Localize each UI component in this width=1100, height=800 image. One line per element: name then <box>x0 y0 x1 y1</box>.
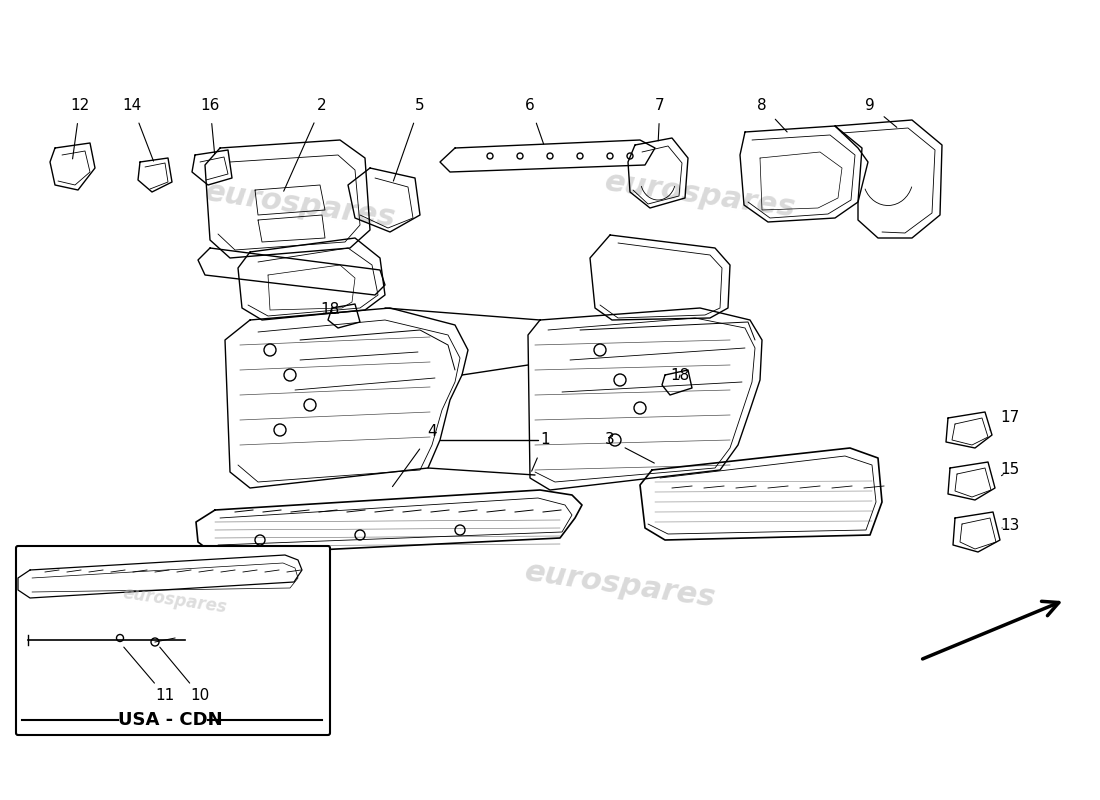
Text: 18: 18 <box>670 367 690 382</box>
Text: 14: 14 <box>122 98 154 161</box>
Text: 6: 6 <box>525 98 543 144</box>
Text: eurospares: eurospares <box>522 558 717 613</box>
Text: 17: 17 <box>990 410 1020 430</box>
Text: 3: 3 <box>605 433 654 463</box>
Text: 16: 16 <box>200 98 220 154</box>
Text: 10: 10 <box>160 647 210 703</box>
FancyBboxPatch shape <box>16 546 330 735</box>
Text: 9: 9 <box>865 98 896 127</box>
Text: 4: 4 <box>393 425 437 486</box>
Text: eurospares: eurospares <box>603 167 798 222</box>
Text: 5: 5 <box>394 98 425 181</box>
Text: 7: 7 <box>656 98 664 141</box>
Text: eurospares: eurospares <box>202 178 397 233</box>
Text: 12: 12 <box>70 98 89 159</box>
Text: eurospares: eurospares <box>122 584 229 616</box>
Text: 15: 15 <box>1000 462 1020 478</box>
Text: 11: 11 <box>124 647 175 703</box>
Text: 18: 18 <box>320 302 340 318</box>
Text: eurospares: eurospares <box>67 567 263 622</box>
Text: 13: 13 <box>1000 518 1020 533</box>
Text: 8: 8 <box>757 98 788 132</box>
Text: USA - CDN: USA - CDN <box>118 711 222 729</box>
Text: 1: 1 <box>531 433 550 471</box>
Text: 2: 2 <box>284 98 327 191</box>
